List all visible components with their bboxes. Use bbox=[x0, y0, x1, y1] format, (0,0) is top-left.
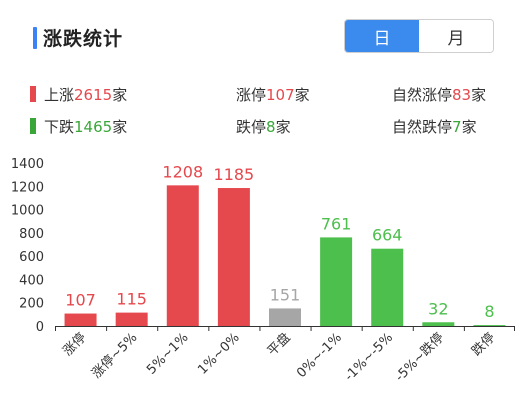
stat-natural-limit-down-value: 7 bbox=[452, 118, 462, 136]
bar bbox=[166, 185, 199, 326]
data-label: 1208 bbox=[162, 162, 203, 181]
bar bbox=[269, 308, 301, 326]
data-label: 115 bbox=[116, 290, 147, 309]
toggle-day-button[interactable]: 日 bbox=[345, 20, 419, 52]
y-tick-label: 800 bbox=[19, 227, 44, 242]
x-tick-label: -5%~跌停 bbox=[392, 330, 447, 385]
y-tick-label: 1200 bbox=[11, 180, 44, 195]
bar bbox=[422, 322, 455, 326]
x-tick-label: 涨停~5% bbox=[89, 330, 141, 382]
stat-natural-limit-down-label: 自然跌停 bbox=[392, 118, 453, 136]
data-label: 8 bbox=[484, 302, 494, 321]
stat-fall: 下跌1465家 bbox=[44, 116, 127, 137]
x-tick-label: 涨停 bbox=[60, 330, 90, 360]
data-label: 107 bbox=[65, 291, 96, 310]
toggle-month-button[interactable]: 月 bbox=[419, 20, 493, 52]
data-label: 151 bbox=[270, 285, 301, 304]
data-label: 32 bbox=[428, 299, 448, 318]
stat-fall-label: 下跌 bbox=[44, 118, 75, 136]
stat-rise-label: 上涨 bbox=[44, 86, 75, 104]
x-tick-label: 1%~0% bbox=[195, 330, 242, 377]
stats-row-down: 下跌1465家 跌停8家 自然跌停7家 bbox=[0, 114, 526, 138]
stat-limit-down-value: 8 bbox=[266, 118, 276, 136]
y-tick-label: 1400 bbox=[11, 157, 44, 172]
x-tick-label: -1%~-5% bbox=[342, 330, 396, 384]
stat-fall-value: 1465 bbox=[74, 118, 113, 136]
stats-row-up: 上涨2615家 涨停107家 自然涨停83家 bbox=[0, 82, 526, 106]
title-accent-bar bbox=[33, 27, 37, 49]
stat-limit-up-label: 涨停 bbox=[236, 86, 267, 104]
stat-natural-limit-up-unit: 家 bbox=[471, 86, 487, 104]
data-label: 664 bbox=[372, 226, 403, 245]
stat-fall-unit: 家 bbox=[112, 118, 128, 136]
stat-natural-limit-up: 自然涨停83家 bbox=[392, 84, 486, 105]
stat-limit-up-unit: 家 bbox=[294, 86, 310, 104]
x-tick-label: 跌停 bbox=[469, 330, 499, 360]
stat-natural-limit-up-value: 83 bbox=[452, 86, 472, 104]
stat-rise-unit: 家 bbox=[112, 86, 128, 104]
y-tick-label: 600 bbox=[19, 250, 44, 265]
y-tick-label: 200 bbox=[19, 297, 44, 312]
y-tick-label: 1000 bbox=[11, 204, 44, 219]
y-tick-label: 0 bbox=[36, 320, 44, 335]
stat-limit-up-value: 107 bbox=[266, 86, 295, 104]
y-tick-label: 400 bbox=[19, 273, 44, 288]
bar bbox=[64, 313, 97, 326]
stat-natural-limit-down: 自然跌停7家 bbox=[392, 116, 477, 137]
stat-natural-limit-up-label: 自然涨停 bbox=[392, 86, 453, 104]
stat-natural-limit-down-unit: 家 bbox=[461, 118, 477, 136]
x-tick-label: 5%~1% bbox=[144, 330, 191, 377]
period-toggle[interactable]: 日 月 bbox=[344, 19, 494, 53]
bar bbox=[371, 248, 404, 326]
data-label: 761 bbox=[321, 214, 352, 233]
stat-limit-down-label: 跌停 bbox=[236, 118, 267, 136]
bar bbox=[115, 312, 148, 326]
bar bbox=[217, 188, 250, 326]
down-swatch bbox=[30, 118, 36, 134]
bar bbox=[320, 237, 353, 326]
distribution-bar-chart: 0 200 400 600 800 1000 1200 1400 107 涨停 115 涨停~5% 12… bbox=[11, 157, 515, 385]
stat-limit-down: 跌停8家 bbox=[236, 116, 291, 137]
x-tick-label: 0%~-1% bbox=[294, 330, 345, 381]
up-swatch bbox=[30, 86, 36, 102]
stat-rise-value: 2615 bbox=[74, 86, 113, 104]
stat-rise: 上涨2615家 bbox=[44, 84, 127, 105]
x-tick-label: 平盘 bbox=[264, 330, 294, 360]
data-label: 1185 bbox=[214, 165, 255, 184]
stat-limit-down-unit: 家 bbox=[275, 118, 291, 136]
stat-limit-up: 涨停107家 bbox=[236, 84, 310, 105]
bar bbox=[473, 325, 506, 326]
page-title: 涨跌统计 bbox=[43, 28, 124, 50]
